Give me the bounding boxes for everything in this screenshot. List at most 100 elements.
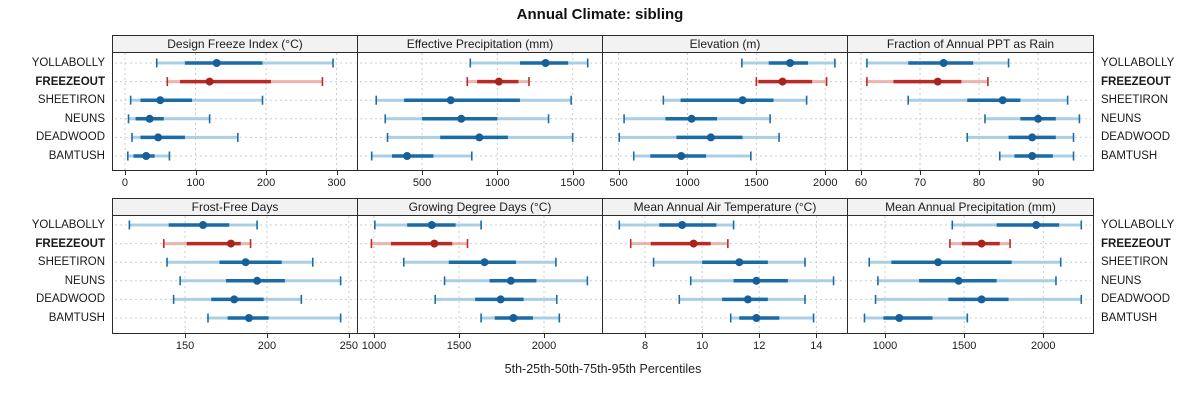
percentile-interval-yollabolly — [866, 58, 1010, 68]
median-dot — [230, 295, 239, 304]
station-label-yollabolly: YOLLABOLLY — [1101, 219, 1175, 231]
panel-body-frost-free-days — [115, 216, 356, 333]
percentile-interval-yollabolly — [128, 220, 258, 230]
panel-row-1: Design Freeze Index (°C) Effective Precip… — [112, 35, 1094, 171]
axis-tick-label: 14 — [810, 340, 823, 352]
axis-tick — [348, 334, 350, 338]
median-dot — [253, 276, 262, 285]
x-axis-label: 5th-25th-50th-75th-95th Percentiles — [504, 362, 702, 376]
panel-body-effective-precipitation-mm — [360, 53, 601, 170]
strip-mean-annual-air-temperature-c: Mean Annual Air Temperature (°C) — [603, 199, 847, 216]
percentile-interval-bamtush — [370, 151, 473, 161]
axis-tick-label: 1000 — [675, 177, 700, 189]
median-dot — [934, 258, 943, 267]
axis-tick-label: 1500 — [744, 177, 769, 189]
station-label-freezeout: FREEZEOUT — [1101, 237, 1171, 250]
median-dot — [154, 133, 163, 142]
station-label-neuns: NEUNS — [64, 274, 105, 287]
percentile-interval-neuns — [127, 114, 211, 124]
percentile-interval-freezeout — [162, 239, 252, 249]
percentile-interval-freezeout — [949, 239, 1011, 249]
median-dot — [496, 295, 505, 304]
median-dot — [778, 77, 787, 86]
station-label-freezeout: FREEZEOUT — [1101, 75, 1171, 88]
percentile-interval-neuns — [179, 276, 342, 286]
axis-tick — [544, 334, 546, 338]
axis-tick-label: 10 — [696, 340, 709, 352]
axis-tick — [964, 334, 966, 338]
panel-elevation-m: Elevation (m) — [603, 36, 848, 170]
axis-tick-label: 70 — [913, 177, 927, 189]
axis-tick — [185, 334, 187, 338]
median-dot — [706, 133, 715, 142]
station-label-freezeout: FREEZEOUT — [35, 237, 105, 250]
axis-tick-label: 200 — [257, 340, 277, 352]
axis-tick-label: 250 — [339, 340, 358, 352]
axis-tick — [459, 334, 460, 338]
percentile-interval-bamtush — [729, 313, 815, 323]
median-dot — [142, 152, 151, 160]
percentile-interval-sheetiron — [907, 95, 1069, 105]
axis-tick-label: 0 — [121, 177, 129, 189]
axis-tick-label: 1500 — [951, 340, 977, 352]
station-label-deadwood: DEADWOOD — [36, 293, 105, 306]
station-label-bamtush: BAMTUSH — [1101, 312, 1158, 324]
percentile-interval-sheetiron — [652, 257, 806, 267]
percentile-interval-sheetiron — [375, 95, 572, 105]
station-label-deadwood: DEADWOOD — [1101, 131, 1170, 144]
axis-tick-label: 12 — [753, 340, 766, 352]
percentile-interval-deadwood — [678, 294, 806, 304]
axis-tick-label: 1500 — [446, 340, 472, 352]
axis-tick-label: 90 — [1031, 177, 1045, 189]
median-dot — [457, 114, 466, 123]
median-dot — [427, 221, 436, 229]
station-label-neuns: NEUNS — [1101, 112, 1142, 125]
median-dot — [244, 314, 253, 322]
panel-growing-degree-days-c: Growing Degree Days (°C) — [358, 199, 603, 333]
strip-elevation-m: Elevation (m) — [603, 36, 847, 53]
station-label-neuns: NEUNS — [64, 112, 105, 125]
panel-design-freeze-index-c: Design Freeze Index (°C) — [113, 36, 358, 170]
percentile-interval-bamtush — [480, 313, 561, 323]
median-dot — [1034, 114, 1043, 123]
median-dot — [977, 239, 986, 248]
axis-tick-label: 100 — [186, 177, 205, 189]
axis-tick-label: 1000 — [361, 340, 387, 352]
percentile-interval-neuns — [689, 276, 835, 286]
percentile-interval-freezeout — [629, 239, 729, 249]
strip-effective-precipitation-mm: Effective Precipitation (mm) — [358, 36, 602, 53]
station-label-yollabolly: YOLLABOLLY — [31, 219, 105, 231]
axis-tick — [860, 171, 862, 175]
median-dot — [480, 258, 489, 267]
panel-effective-precipitation-mm: Effective Precipitation (mm) — [358, 36, 603, 170]
median-dot — [895, 314, 904, 322]
median-dot — [241, 258, 250, 267]
median-dot — [786, 59, 795, 67]
percentile-interval-yollabolly — [951, 220, 1083, 230]
percentile-interval-yollabolly — [374, 220, 482, 230]
percentile-interval-freezeout — [370, 239, 469, 249]
panel-body-elevation-m — [605, 53, 846, 170]
median-dot — [977, 295, 986, 304]
percentile-interval-freezeout — [166, 77, 324, 87]
median-dot — [541, 59, 550, 67]
chart-title: Annual Climate: sibling — [516, 6, 684, 23]
axis-tick — [618, 171, 620, 175]
station-label-freezeout: FREEZEOUT — [35, 75, 105, 88]
axis-tick-label: 500 — [412, 177, 432, 189]
station-label-sheetiron: SHEETIRON — [37, 94, 105, 107]
axis-tick-label: 80 — [972, 177, 986, 189]
station-label-neuns: NEUNS — [1101, 274, 1142, 287]
median-dot — [199, 221, 208, 229]
axis-tick-label: 2000 — [812, 177, 838, 189]
median-dot — [212, 59, 221, 67]
station-label-deadwood: DEADWOOD — [1101, 293, 1170, 306]
median-dot — [226, 239, 235, 248]
axis-tick — [422, 171, 424, 175]
percentile-interval-bamtush — [207, 313, 342, 323]
axis-tick-label: 2000 — [531, 340, 557, 352]
station-label-sheetiron: SHEETIRON — [37, 256, 105, 269]
median-dot — [735, 258, 744, 267]
percentile-interval-deadwood — [618, 132, 780, 142]
